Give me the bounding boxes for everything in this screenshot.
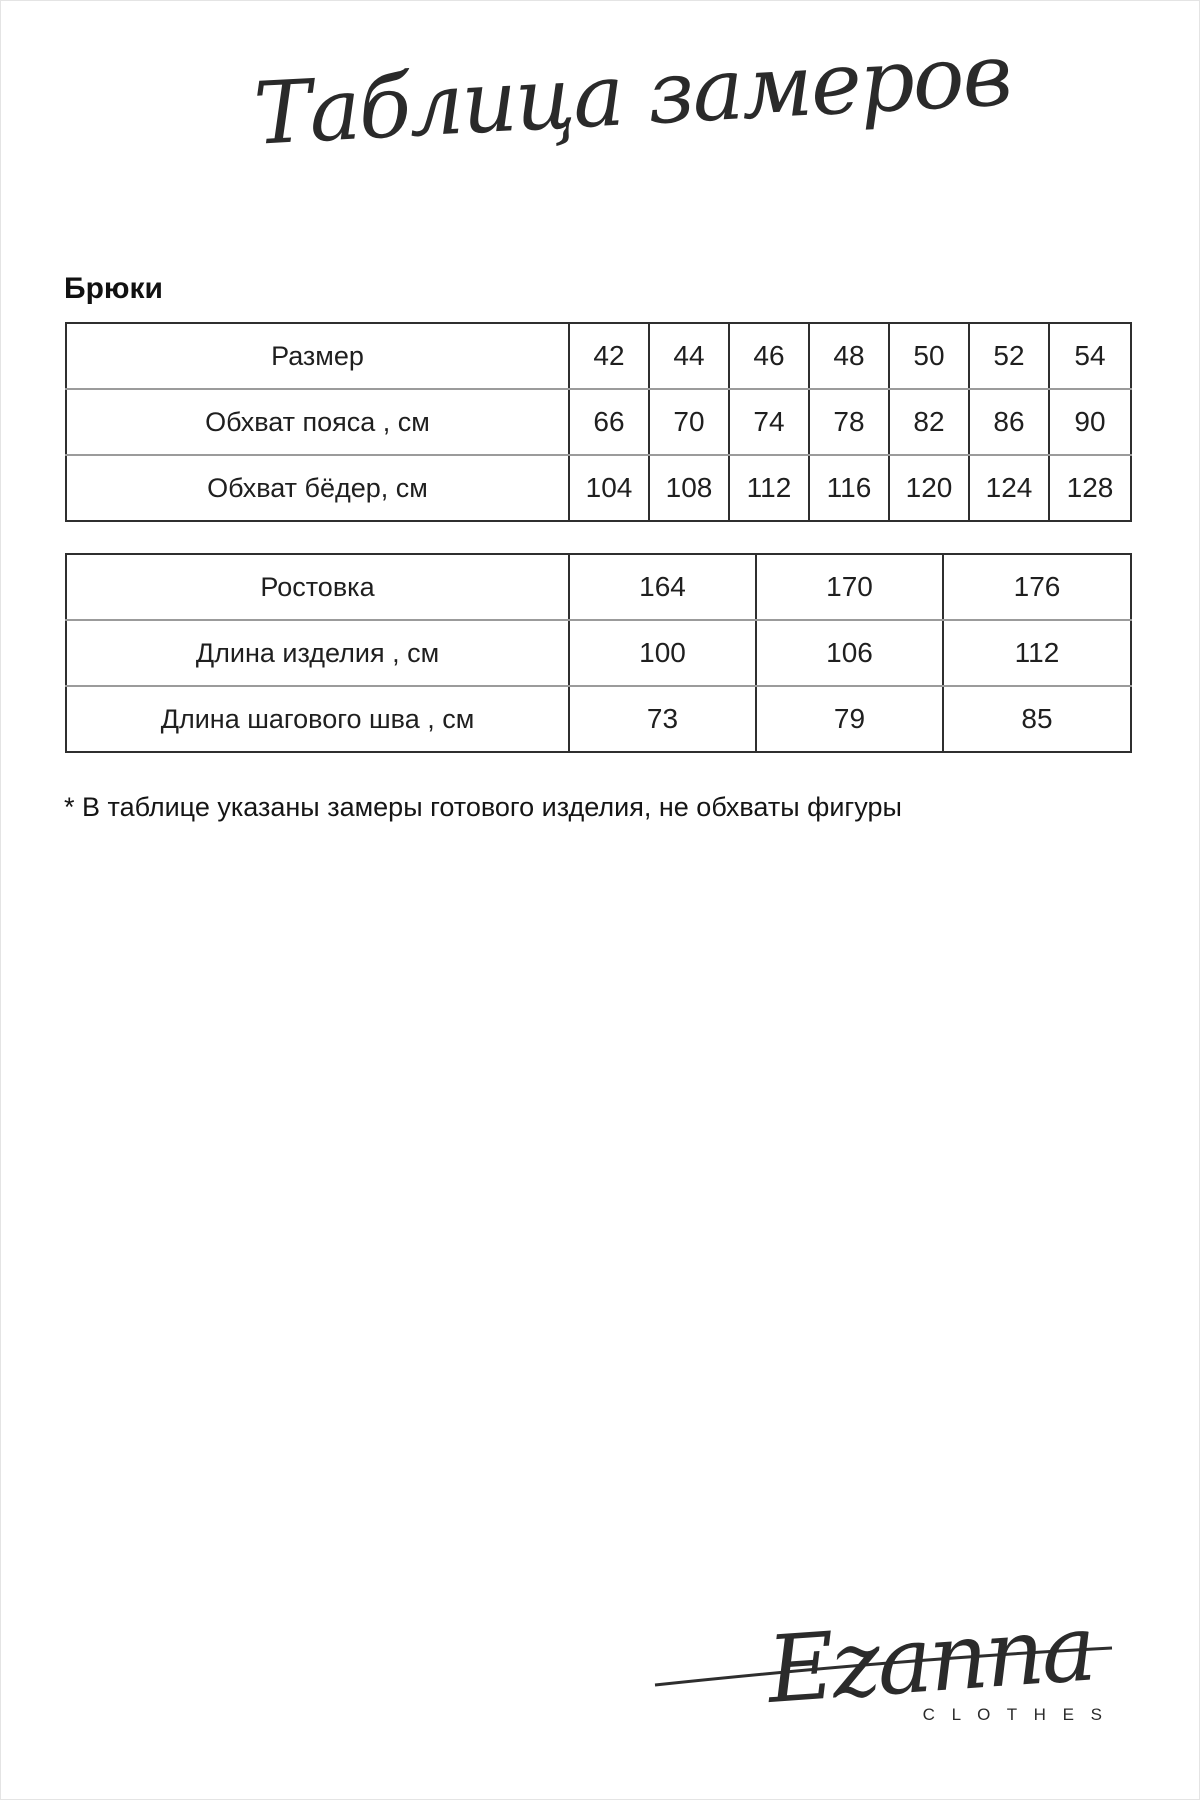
table-cell: 116 [808, 454, 890, 522]
row-label: Ростовка [65, 553, 570, 621]
row-label: Обхват пояса , см [65, 388, 570, 456]
table-cell: 170 [755, 553, 944, 621]
table-cell: 74 [728, 388, 810, 456]
logo-subtitle-text: C L O T H E S [923, 1705, 1108, 1724]
table-cell: 70 [648, 388, 730, 456]
table-cell: 108 [648, 454, 730, 522]
table-cell: 124 [968, 454, 1050, 522]
table-cell: 54 [1048, 322, 1132, 390]
row-label: Обхват бёдер, см [65, 454, 570, 522]
sizes-table: Размер 42 44 46 48 50 52 54 Обхват пояса… [65, 322, 1132, 522]
table-cell: 90 [1048, 388, 1132, 456]
table-cell: 112 [728, 454, 810, 522]
section-heading-trousers: Брюки [64, 272, 163, 305]
table-cell: 79 [755, 685, 944, 753]
table-cell: 164 [568, 553, 757, 621]
table-row-item-length: Длина изделия , см 100 106 112 [65, 619, 1132, 687]
table-cell: 112 [942, 619, 1132, 687]
table-cell: 42 [568, 322, 650, 390]
table-row-hips: Обхват бёдер, см 104 108 112 116 120 124… [65, 454, 1132, 522]
brand-logo-graphic: Ezanna C L O T H E S [654, 1594, 1113, 1724]
table-row-waist: Обхват пояса , см 66 70 74 78 82 86 90 [65, 388, 1132, 456]
lengths-table: Ростовка 164 170 176 Длина изделия , см … [65, 553, 1132, 753]
table-row-height-group: Ростовка 164 170 176 [65, 553, 1132, 621]
brand-logo: Ezanna C L O T H E S [620, 1580, 1140, 1780]
table-cell: 104 [568, 454, 650, 522]
table-row-size: Размер 42 44 46 48 50 52 54 [65, 322, 1132, 390]
table-row-inseam-length: Длина шагового шва , см 73 79 85 [65, 685, 1132, 753]
table-cell: 106 [755, 619, 944, 687]
table-cell: 82 [888, 388, 970, 456]
table-cell: 66 [568, 388, 650, 456]
table-cell: 73 [568, 685, 757, 753]
logo-brand-text: Ezanna [762, 1594, 1097, 1724]
table-cell: 100 [568, 619, 757, 687]
table-cell: 52 [968, 322, 1050, 390]
page-title: Таблица замеров [251, 25, 1013, 165]
table-cell: 85 [942, 685, 1132, 753]
table-cell: 176 [942, 553, 1132, 621]
row-label: Размер [65, 322, 570, 390]
row-label: Длина изделия , см [65, 619, 570, 687]
row-label: Длина шагового шва , см [65, 685, 570, 753]
table-cell: 86 [968, 388, 1050, 456]
table-cell: 128 [1048, 454, 1132, 522]
table-cell: 46 [728, 322, 810, 390]
table-cell: 120 [888, 454, 970, 522]
table-cell: 78 [808, 388, 890, 456]
footnote: * В таблице указаны замеры готового изде… [64, 792, 902, 822]
table-cell: 44 [648, 322, 730, 390]
table-cell: 48 [808, 322, 890, 390]
table-cell: 50 [888, 322, 970, 390]
logo-flourish-stroke [654, 1646, 1113, 1687]
